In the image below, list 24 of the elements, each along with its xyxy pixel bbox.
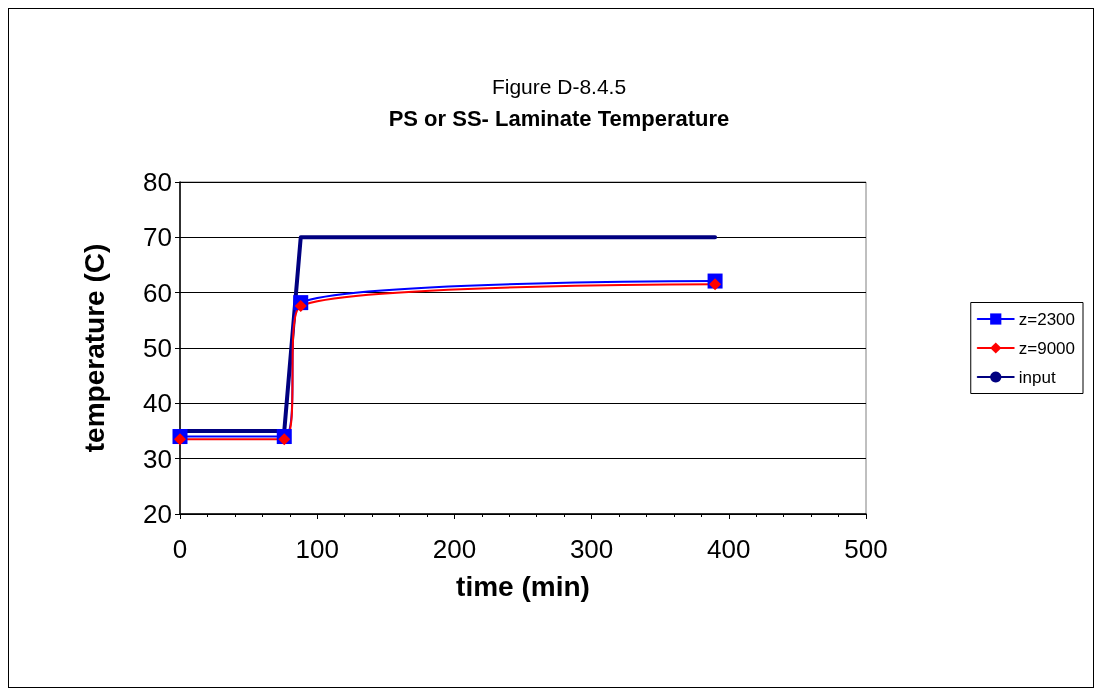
y-tick-label: 40 <box>143 388 172 419</box>
x-axis-title: time (min) <box>456 570 590 602</box>
point <box>278 433 291 446</box>
y-axis-title: temperature (C) <box>78 243 110 453</box>
y-tick-label: 30 <box>143 443 172 474</box>
y-tick-label: 80 <box>143 167 172 197</box>
chart-title: Figure D-8.4.5 <box>491 75 627 98</box>
x-tick-label: 200 <box>432 534 477 564</box>
y-tick-label: 70 <box>143 222 172 253</box>
x-tick-label: 100 <box>295 534 339 564</box>
x-tick-label: 300 <box>569 534 614 564</box>
y-tick-label: 60 <box>143 277 172 308</box>
legend-label: input <box>1018 367 1056 387</box>
y-tick-label: 20 <box>143 499 172 529</box>
point <box>174 433 186 446</box>
x-tick-label: 400 <box>707 534 751 564</box>
x-tick-label: 500 <box>844 534 888 564</box>
legend-label: z=2300 <box>1018 309 1075 329</box>
chart-subtitle: PS or SS- Laminate Temperature <box>388 105 730 131</box>
x-tick-label: 0 <box>172 534 188 564</box>
point <box>294 299 307 312</box>
y-tick-label: 50 <box>143 333 172 363</box>
point <box>709 278 722 291</box>
legend-label: z=9000 <box>1018 338 1075 358</box>
